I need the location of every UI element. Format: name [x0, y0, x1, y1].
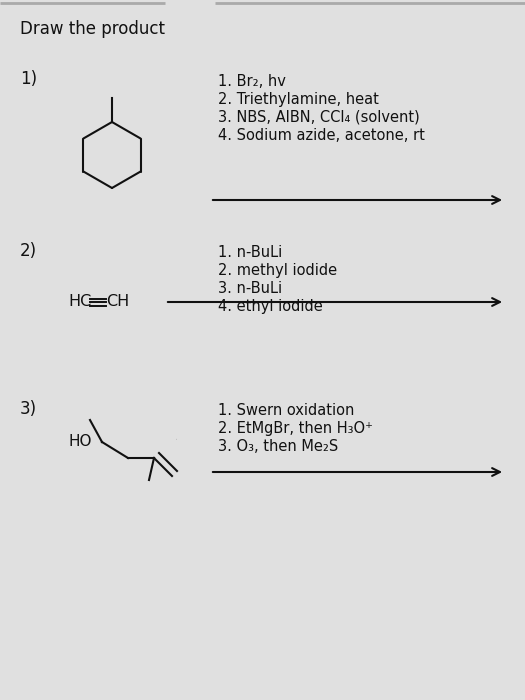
- Bar: [55, 410, 175, 485]
- Text: 2): 2): [20, 242, 37, 260]
- Text: CH: CH: [106, 295, 129, 309]
- Text: HO: HO: [68, 438, 91, 452]
- Text: Draw the product: Draw the product: [20, 20, 165, 38]
- Text: 1. Br₂, hv: 1. Br₂, hv: [218, 74, 286, 89]
- Text: 2. Triethylamine, heat: 2. Triethylamine, heat: [218, 92, 379, 107]
- Text: 2. EtMgBr, then H₃O⁺: 2. EtMgBr, then H₃O⁺: [218, 421, 373, 436]
- Text: HO: HO: [68, 435, 91, 449]
- Text: 1. n-BuLi: 1. n-BuLi: [218, 245, 282, 260]
- Text: 3): 3): [20, 400, 37, 418]
- Text: 1): 1): [20, 70, 37, 88]
- Text: 3. NBS, AIBN, CCl₄ (solvent): 3. NBS, AIBN, CCl₄ (solvent): [218, 110, 420, 125]
- Text: 3. n-BuLi: 3. n-BuLi: [218, 281, 282, 296]
- Text: 3. O₃, then Me₂S: 3. O₃, then Me₂S: [218, 439, 338, 454]
- Text: HC: HC: [68, 295, 91, 309]
- Text: 1. Swern oxidation: 1. Swern oxidation: [218, 403, 354, 418]
- Text: 4. ethyl iodide: 4. ethyl iodide: [218, 299, 323, 314]
- Text: 2. methyl iodide: 2. methyl iodide: [218, 263, 337, 278]
- Text: 4. Sodium azide, acetone, rt: 4. Sodium azide, acetone, rt: [218, 128, 425, 143]
